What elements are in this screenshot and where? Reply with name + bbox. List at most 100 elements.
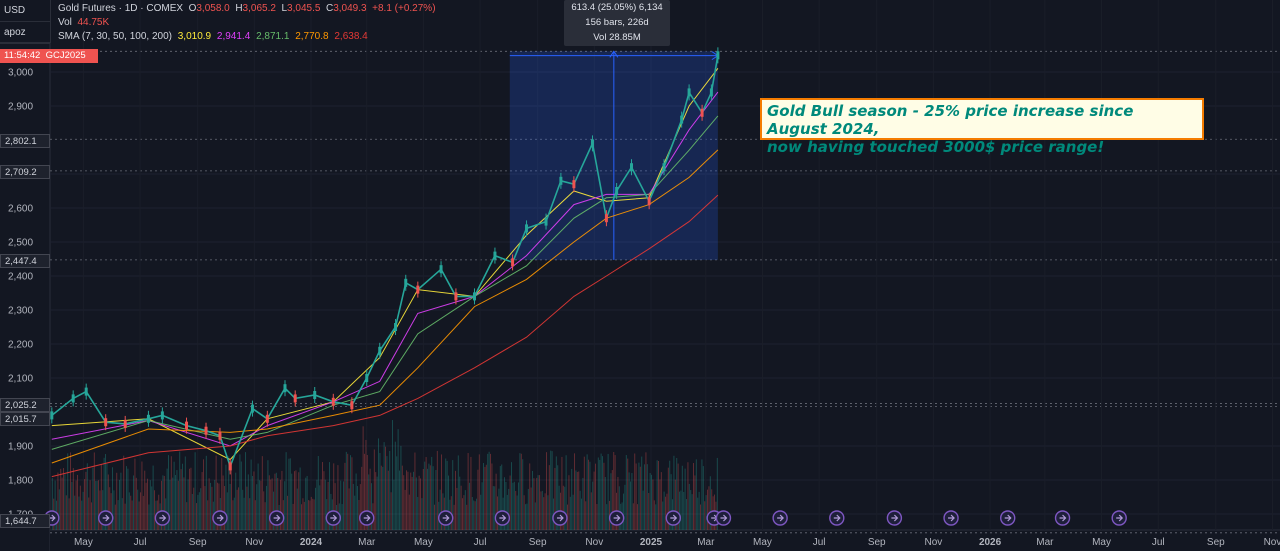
volume-bar xyxy=(84,479,86,530)
x-tick-label: May xyxy=(74,537,93,548)
volume-bar xyxy=(134,458,136,530)
volume-bar xyxy=(256,484,258,530)
volume-bar xyxy=(401,465,403,530)
volume-bar xyxy=(530,487,532,530)
volume-bar xyxy=(291,473,293,530)
volume-bar xyxy=(424,461,426,530)
volume-bar xyxy=(222,475,224,530)
volume-bar xyxy=(175,475,177,530)
ohlc-open: 3,058.0 xyxy=(196,3,230,14)
volume-bar xyxy=(151,486,153,530)
volume-bar xyxy=(488,451,490,530)
volume-bar xyxy=(418,475,420,530)
volume-bar xyxy=(270,479,272,530)
volume-bar xyxy=(205,455,207,530)
candle-body xyxy=(700,108,704,117)
currency-label[interactable]: USD xyxy=(0,0,50,22)
volume-bar xyxy=(397,429,399,530)
volume-bar xyxy=(280,479,282,530)
volume-bar xyxy=(607,453,609,530)
price-tag: 2,802.1 xyxy=(0,134,50,148)
volume-bar xyxy=(63,468,65,530)
volume-bar xyxy=(85,471,87,530)
volume-bar xyxy=(329,462,331,530)
volume-bar xyxy=(495,473,497,530)
volume-bar xyxy=(432,466,434,530)
volume-bar xyxy=(635,463,637,530)
volume-bar xyxy=(238,487,240,530)
volume-bar xyxy=(309,500,311,530)
volume-bar xyxy=(705,495,707,530)
legend-sma-row[interactable]: SMA (7, 30, 50, 100, 200) 3,010.9 2,941.… xyxy=(58,30,436,44)
volume-bar xyxy=(149,480,151,530)
candle-body xyxy=(454,292,458,301)
volume-bar xyxy=(462,498,464,530)
volume-bar xyxy=(191,493,193,530)
event-arrow-icon xyxy=(159,514,167,522)
x-tick-label: Mar xyxy=(1036,537,1054,548)
volume-bar xyxy=(541,490,543,530)
volume-bar xyxy=(614,455,616,530)
volume-bar xyxy=(441,454,443,530)
volume-bar xyxy=(686,499,688,530)
x-tick-label: Sep xyxy=(189,537,207,548)
volume-bar xyxy=(669,460,671,530)
volume-bar xyxy=(121,498,123,530)
volume-bar xyxy=(75,480,77,530)
volume-bar xyxy=(533,478,535,530)
volume-bar xyxy=(499,466,501,530)
volume-bar xyxy=(343,481,345,530)
legend-volume-row[interactable]: Vol 44.75K xyxy=(58,16,436,30)
volume-bar xyxy=(404,489,406,530)
volume-bar xyxy=(180,469,182,530)
volume-bar xyxy=(392,420,394,530)
volume-bar xyxy=(595,463,597,530)
volume-bar xyxy=(313,499,315,530)
candle-body xyxy=(716,51,720,60)
symbol-title[interactable]: Gold Futures · 1D · COMEX xyxy=(58,3,184,14)
volume-bar xyxy=(455,470,457,530)
volume-bar xyxy=(182,463,184,530)
corner-box[interactable]: USD apoz xyxy=(0,0,51,44)
volume-bar xyxy=(323,471,325,530)
event-arrow-icon xyxy=(330,514,338,522)
volume-bar xyxy=(508,488,510,530)
volume-bar xyxy=(509,475,511,530)
volume-bar xyxy=(240,461,242,530)
volume-bar xyxy=(225,464,227,530)
volume-value: 44.75K xyxy=(77,17,110,28)
volume-bar xyxy=(333,463,335,530)
volume-bar xyxy=(550,450,552,530)
y-tick-label: 2,500 xyxy=(8,238,33,249)
volume-bar xyxy=(400,445,402,530)
volume-bar xyxy=(554,467,556,530)
volume-bar xyxy=(179,451,181,530)
volume-bar xyxy=(263,491,265,530)
volume-bar xyxy=(688,483,690,530)
measure-bars: 156 bars, 226d xyxy=(585,17,649,28)
volume-bar xyxy=(659,479,661,530)
measure-change: 613.4 (25.05%) 6,134 xyxy=(571,2,663,13)
volume-bar xyxy=(288,458,290,530)
volume-bar xyxy=(362,426,364,530)
volume-bar xyxy=(82,491,84,530)
volume-bar xyxy=(319,485,321,530)
x-tick-label: Sep xyxy=(1207,537,1225,548)
volume-bar xyxy=(144,470,146,530)
volume-bar xyxy=(558,485,560,530)
volume-bar xyxy=(700,504,702,530)
volume-bar xyxy=(707,489,709,530)
volume-bar xyxy=(666,493,668,530)
volume-bar xyxy=(284,481,286,530)
annotation-callout[interactable]: Gold Bull season - 25% price increase si… xyxy=(760,98,1204,156)
user-label[interactable]: apoz xyxy=(0,22,50,44)
volume-bar xyxy=(215,455,217,530)
volume-bar xyxy=(644,464,646,530)
volume-bar xyxy=(408,494,410,530)
volume-bar xyxy=(431,456,433,530)
volume-bar xyxy=(590,492,592,530)
candle-body xyxy=(472,292,476,301)
volume-bar xyxy=(413,471,415,530)
price-tag: 1,644.7 xyxy=(0,514,50,528)
